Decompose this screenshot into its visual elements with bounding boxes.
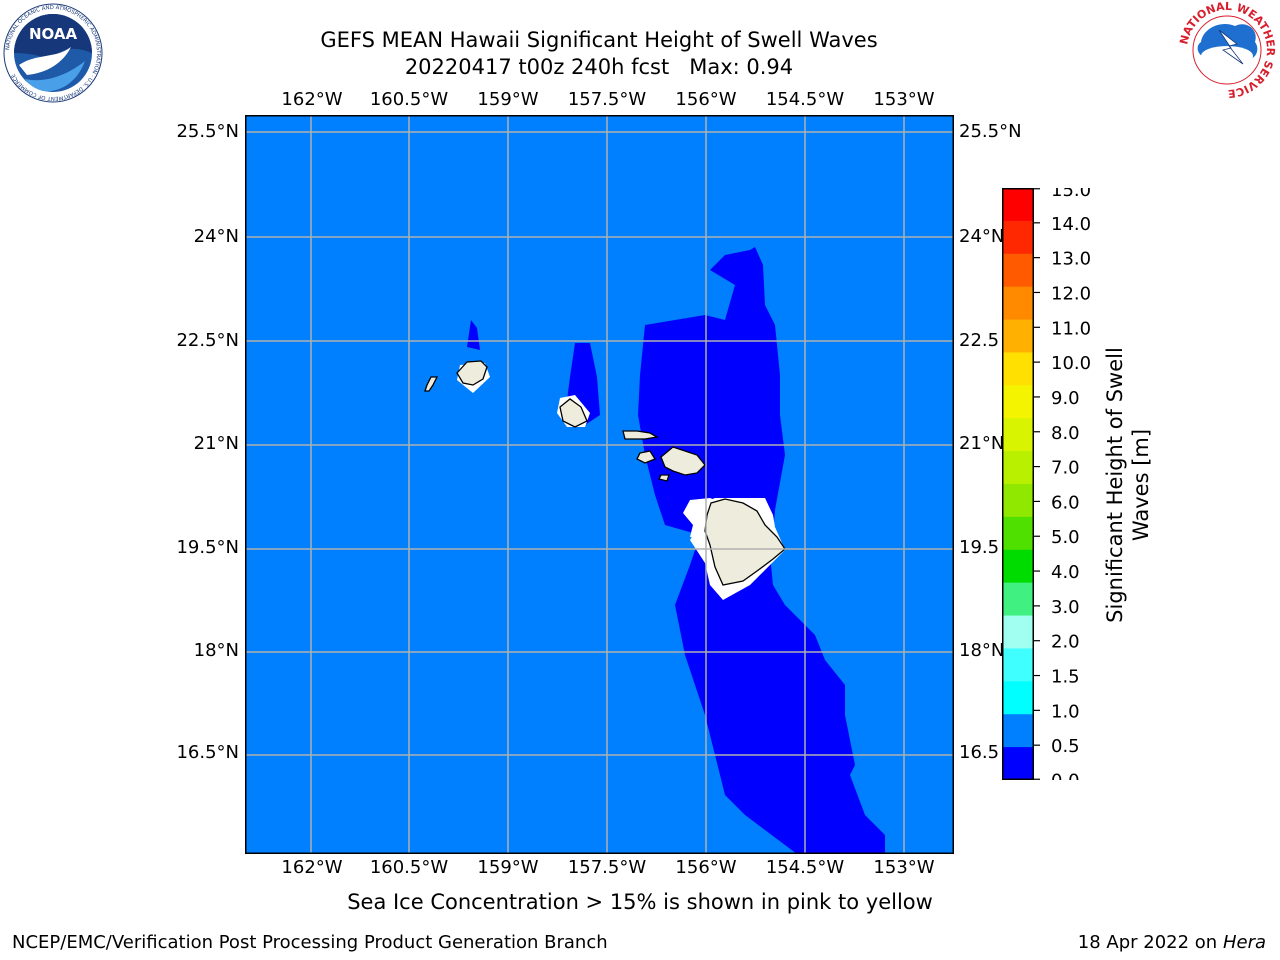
run-machine: Hera xyxy=(1222,932,1266,953)
colorbar-tick-label: 2.0 xyxy=(1051,632,1080,653)
colorbar-swatch xyxy=(1002,582,1034,617)
colorbar-tick-label: 14.0 xyxy=(1051,214,1091,235)
colorbar-tick-label: 10.0 xyxy=(1051,353,1091,374)
colorbar-swatch xyxy=(1002,253,1034,288)
colorbar-swatch xyxy=(1002,549,1034,584)
colorbar-swatch xyxy=(1002,747,1034,781)
lon-label-top-6: 154.5°W xyxy=(765,89,845,110)
lat-label-left-7: 16.5°N xyxy=(176,742,239,763)
colorbar-tick-label: 5.0 xyxy=(1051,527,1080,548)
colorbar-tick-label: 3.0 xyxy=(1051,597,1080,618)
colorbar-tick-label: 11.0 xyxy=(1051,318,1091,339)
colorbar-swatch xyxy=(1002,352,1034,386)
colorbar-tick-label: 7.0 xyxy=(1051,458,1080,479)
colorbar-swatch xyxy=(1002,220,1034,255)
swell-map xyxy=(245,115,954,860)
colorbar-tick-label: 4.0 xyxy=(1051,562,1080,583)
lon-label-top-1: 162°W xyxy=(281,89,343,110)
lon-label-bottom-2: 160.5°W xyxy=(369,857,449,878)
island-maui xyxy=(660,446,706,476)
lon-label-bottom-5: 156°W xyxy=(675,857,737,878)
colorbar-swatches xyxy=(1002,188,1034,781)
lon-label-bottom-4: 157.5°W xyxy=(567,857,647,878)
noaa-logo: NOAA NATIONAL OCEANIC AND ATMOSPHERIC AD… xyxy=(3,3,103,103)
colorbar-swatch xyxy=(1002,615,1034,649)
colorbar-swatch xyxy=(1002,385,1034,419)
lon-label-top-4: 157.5°W xyxy=(567,89,647,110)
colorbar-swatch xyxy=(1002,286,1034,321)
lon-label-bottom-6: 154.5°W xyxy=(765,857,845,878)
lon-label-bottom-1: 162°W xyxy=(281,857,343,878)
map-frame xyxy=(245,115,954,854)
lat-label-right-3: 22.5 xyxy=(959,330,1000,351)
colorbar-swatch xyxy=(1002,648,1034,682)
map-panel xyxy=(245,115,954,860)
credit-text: NCEP/EMC/Verification Post Processing Pr… xyxy=(12,932,608,953)
nws-logo: NATIONAL WEATHER SERVICE xyxy=(1177,0,1277,100)
colorbar-tick-label: 0.5 xyxy=(1051,736,1080,757)
colorbar-tick-label: 1.5 xyxy=(1051,667,1080,688)
lat-label-left-5: 19.5°N xyxy=(176,537,239,558)
lat-label-left-2: 24°N xyxy=(193,226,239,247)
colorbar-tick-label: 6.0 xyxy=(1051,492,1080,513)
forecast-subtitle: 20220417 t00z 240h fcst Max: 0.94 xyxy=(404,55,794,79)
colorbar-tick-label: 0.0 xyxy=(1051,770,1080,780)
island-kauai xyxy=(456,360,488,386)
lat-label-left-6: 18°N xyxy=(193,640,239,661)
lat-label-right-5: 19.5 xyxy=(959,537,1000,558)
colorbar-label-line1: Significant Height of Swell xyxy=(1103,347,1127,623)
sea-ice-note: Sea Ice Concentration > 15% is shown in … xyxy=(347,890,933,914)
swell-low-band-kauai xyxy=(467,320,480,350)
colorbar-swatch xyxy=(1002,714,1034,748)
run-date-text: 18 Apr 2022 on xyxy=(1077,932,1223,953)
colorbar-frame xyxy=(1002,188,1034,780)
colorbar-swatch xyxy=(1002,484,1034,518)
colorbar-swatch xyxy=(1002,681,1034,715)
island-kahoolawe xyxy=(658,474,670,482)
lat-label-left-1: 25.5°N xyxy=(176,121,239,142)
colorbar xyxy=(1002,188,1034,781)
run-date: 18 Apr 2022 on Hera xyxy=(1078,932,1266,953)
lon-label-top-2: 160.5°W xyxy=(369,89,449,110)
island-lanai xyxy=(636,450,656,464)
colorbar-swatch xyxy=(1002,451,1034,485)
island-molokai xyxy=(622,430,659,440)
colorbar-swatch xyxy=(1002,188,1034,222)
lat-label-left-3: 22.5°N xyxy=(176,330,239,351)
colorbar-swatch xyxy=(1002,319,1034,353)
island-oahu xyxy=(559,398,588,428)
lon-label-bottom-7: 153°W xyxy=(873,857,935,878)
noaa-logo-text: NOAA xyxy=(29,25,78,43)
lat-label-right-7: 16.5 xyxy=(959,742,1000,763)
island-niihau xyxy=(424,376,439,392)
lat-label-right-6: 18°N xyxy=(959,640,1005,661)
lon-label-top-5: 156°W xyxy=(675,89,737,110)
lat-label-left-4: 21°N xyxy=(193,433,239,454)
colorbar-label-line2: Waves [m] xyxy=(1129,428,1153,542)
lat-label-right-2: 24°N xyxy=(959,226,1005,247)
lat-label-right-4: 21°N xyxy=(959,433,1005,454)
colorbar-swatch xyxy=(1002,418,1034,452)
colorbar-tick-label: 13.0 xyxy=(1051,249,1091,270)
lon-label-top-3: 159°W xyxy=(477,89,539,110)
colorbar-tick-label: 8.0 xyxy=(1051,423,1080,444)
colorbar-tick-label: 9.0 xyxy=(1051,388,1080,409)
island-hawaii xyxy=(704,498,786,586)
lon-label-top-7: 153°W xyxy=(873,89,935,110)
colorbar-tick-label: 12.0 xyxy=(1051,283,1091,304)
colorbar-tick-label: 1.0 xyxy=(1051,701,1080,722)
lon-label-bottom-3: 159°W xyxy=(477,857,539,878)
chart-title: GEFS MEAN Hawaii Significant Height of S… xyxy=(320,28,878,52)
colorbar-tick-label: 15.0 xyxy=(1051,188,1091,201)
graticule xyxy=(245,115,954,854)
lat-label-right-1: 25.5°N xyxy=(959,121,1022,142)
colorbar-swatch xyxy=(1002,516,1034,551)
